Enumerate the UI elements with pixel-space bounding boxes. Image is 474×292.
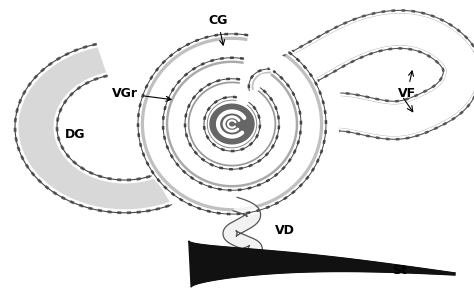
- Text: CG: CG: [208, 14, 228, 45]
- Text: VD: VD: [275, 223, 295, 237]
- Polygon shape: [15, 44, 172, 213]
- Text: St: St: [392, 263, 408, 277]
- Text: VGr: VGr: [112, 87, 171, 101]
- Polygon shape: [208, 197, 262, 272]
- Polygon shape: [185, 79, 279, 169]
- Polygon shape: [204, 97, 260, 151]
- Polygon shape: [189, 241, 455, 287]
- Polygon shape: [163, 58, 301, 190]
- Polygon shape: [138, 34, 326, 214]
- Text: VF: VF: [398, 71, 416, 100]
- Polygon shape: [282, 11, 474, 139]
- Text: DG: DG: [65, 128, 85, 140]
- Polygon shape: [249, 68, 316, 128]
- Polygon shape: [210, 104, 254, 144]
